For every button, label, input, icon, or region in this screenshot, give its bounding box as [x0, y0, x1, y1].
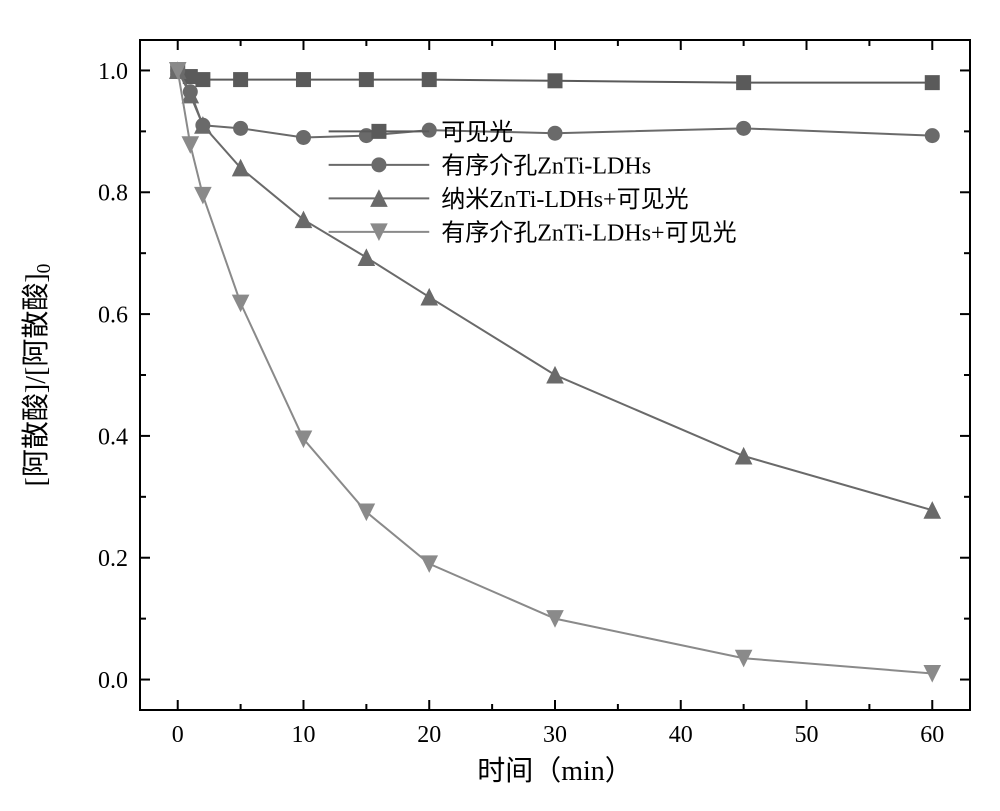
x-axis-label: 时间（min） — [477, 755, 633, 787]
x-tick-label: 0 — [172, 722, 184, 748]
x-tick-label: 40 — [669, 722, 693, 748]
legend-label: 可见光 — [441, 119, 513, 146]
y-tick-label: 1.0 — [98, 59, 128, 85]
x-tick-label: 60 — [920, 722, 944, 748]
x-tick-label: 50 — [795, 722, 819, 748]
x-tick-label: 30 — [543, 722, 567, 748]
legend-label: 纳米ZnTi-LDHs+可见光 — [441, 186, 688, 213]
y-tick-label: 0.8 — [98, 181, 128, 207]
legend-label: 有序介孔ZnTi-LDHs+可见光 — [441, 219, 736, 246]
x-tick-label: 10 — [291, 722, 315, 748]
x-tick-label: 20 — [417, 722, 441, 748]
y-tick-label: 0.6 — [98, 302, 128, 328]
y-tick-label: 0.4 — [98, 424, 128, 450]
y-axis-label: [阿散酸]/[阿散酸]0 — [20, 263, 55, 486]
y-tick-label: 0.0 — [98, 668, 128, 694]
chart-container: 0 10 20 30 40 50 60 0.0 0.2 0.4 0.6 0.8 1.0 时间（min） [阿… — [0, 0, 1000, 811]
line-chart: 0 10 20 30 40 50 60 0.0 0.2 0.4 0.6 0.8 1.0 时间（min） [阿… — [0, 0, 1000, 811]
legend-label: 有序介孔ZnTi-LDHs — [441, 152, 651, 179]
y-tick-label: 0.2 — [98, 546, 128, 572]
